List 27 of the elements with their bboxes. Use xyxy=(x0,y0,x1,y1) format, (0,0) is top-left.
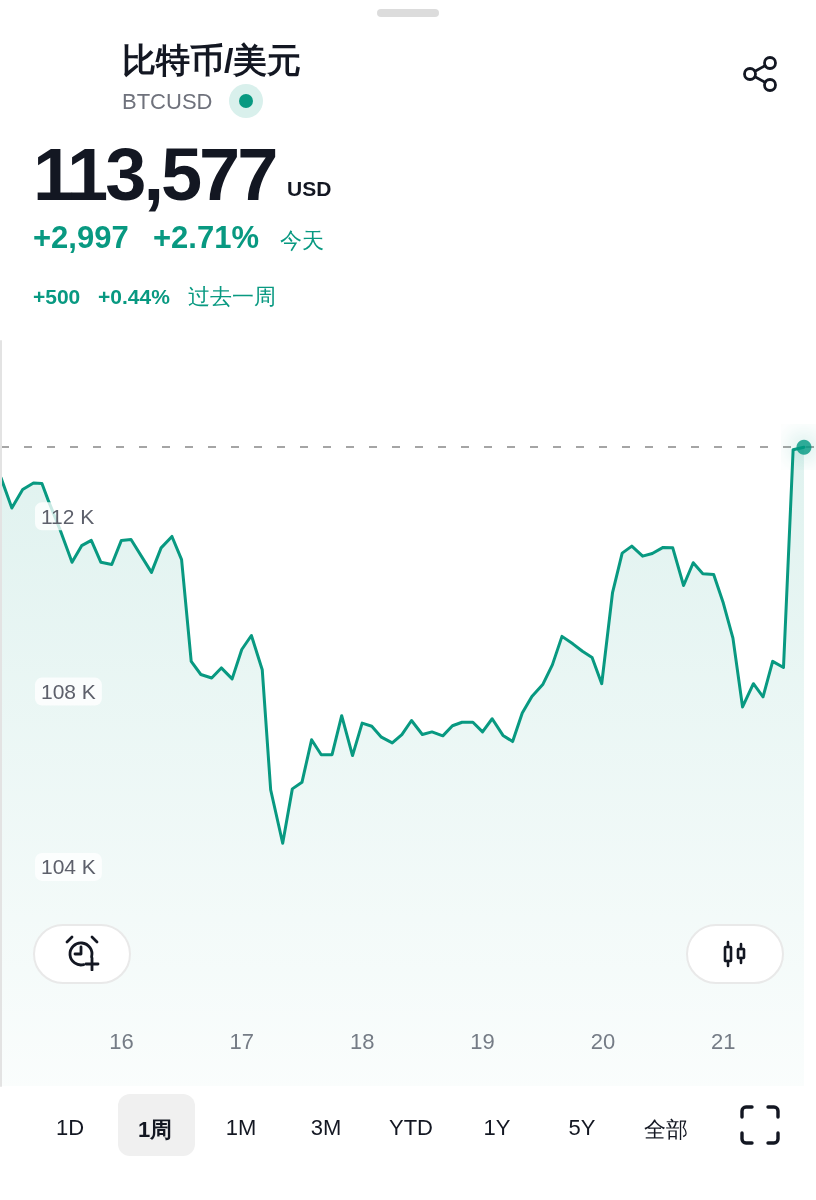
text: 113,577 xyxy=(33,131,276,217)
text: +2,997 xyxy=(33,220,129,257)
x-tick-label: 16 xyxy=(109,1028,134,1054)
text: 5Y xyxy=(568,1114,596,1141)
text: USD xyxy=(287,176,332,201)
text: 全部 xyxy=(644,1116,688,1143)
text: YTD xyxy=(389,1114,433,1141)
y-tick-label: 112 K xyxy=(41,504,95,528)
text: 1M xyxy=(225,1114,257,1141)
x-tick-label: 18 xyxy=(349,1028,375,1054)
y-tick-label: 104 K xyxy=(41,855,96,879)
text: 今天 xyxy=(280,227,324,254)
text: 1周 xyxy=(137,1116,173,1143)
x-tick-label: 21 xyxy=(711,1028,736,1054)
x-tick-label: 19 xyxy=(470,1028,495,1054)
y-tick-label: 108 K xyxy=(41,680,96,704)
x-tick-label: 20 xyxy=(590,1028,616,1054)
text: +0.44% xyxy=(98,284,170,309)
text: 过去一周 xyxy=(188,283,276,310)
chart-subtitle: BTCUSD xyxy=(122,88,213,115)
text: 1D xyxy=(55,1114,85,1141)
chart-title: 比特币/美元 xyxy=(122,40,302,80)
x-tick-label: 17 xyxy=(229,1028,255,1054)
text: +2.71% xyxy=(153,220,260,257)
text: +500 xyxy=(33,284,81,309)
text: 1Y xyxy=(483,1114,511,1141)
text: 3M xyxy=(310,1114,342,1141)
